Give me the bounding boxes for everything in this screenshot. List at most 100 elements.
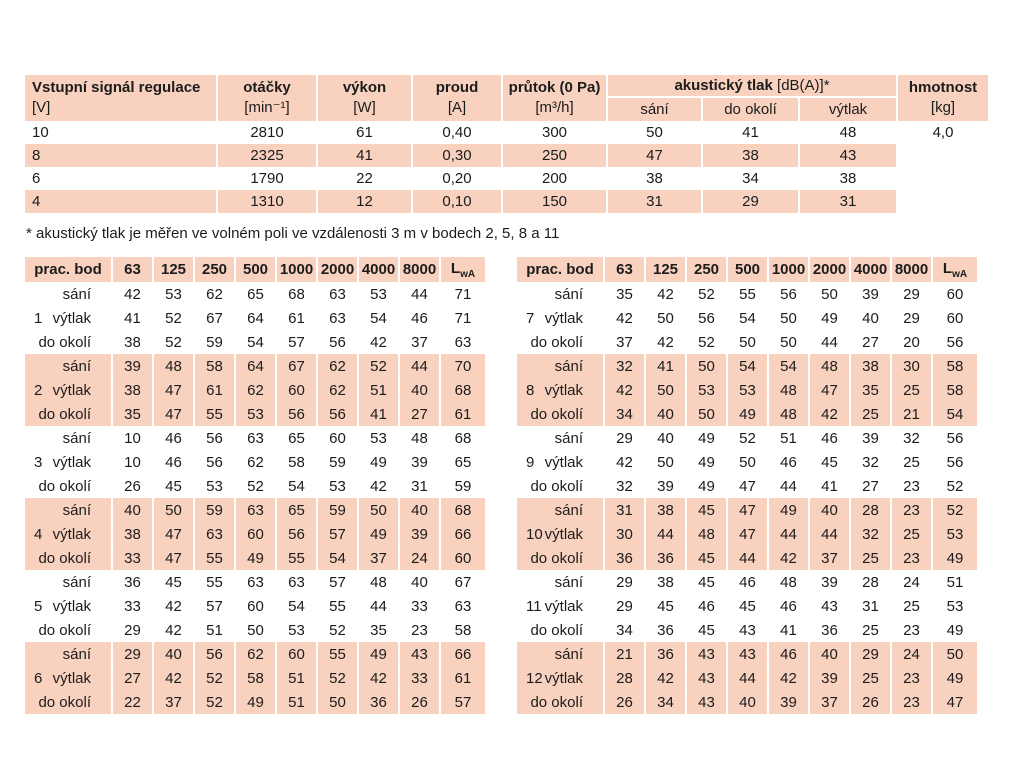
lwa-value: 60 xyxy=(933,282,979,306)
level-value: 32 xyxy=(851,522,892,546)
acoustic-row: sání 35 42 52 55 56 50 39 29 60 xyxy=(517,282,979,306)
spec-value: 41 xyxy=(703,121,800,144)
row-label: do okolí xyxy=(38,549,91,567)
level-value: 57 xyxy=(318,570,359,594)
group-number: 3 xyxy=(34,453,43,471)
level-value: 59 xyxy=(195,498,236,522)
level-value: 48 xyxy=(769,378,810,402)
level-value: 46 xyxy=(728,570,769,594)
level-value: 39 xyxy=(400,522,441,546)
level-value: 31 xyxy=(400,474,441,498)
row-label-cell: do okolí xyxy=(517,474,605,498)
level-value: 56 xyxy=(277,522,318,546)
level-value: 53 xyxy=(728,378,769,402)
level-value: 49 xyxy=(687,426,728,450)
level-value: 60 xyxy=(236,594,277,618)
lwa-value: 49 xyxy=(933,618,979,642)
spec-value: 31 xyxy=(608,190,703,213)
row-label: do okolí xyxy=(38,621,91,639)
row-label-cell: 7 výtlak xyxy=(517,306,605,330)
lwa-value: 63 xyxy=(441,594,487,618)
row-label: sání xyxy=(62,573,91,591)
level-value: 61 xyxy=(195,378,236,402)
col-title: průtok (0 Pa) xyxy=(508,79,601,96)
group-number: 9 xyxy=(526,453,535,471)
level-value: 53 xyxy=(154,282,195,306)
spec-value: 43 xyxy=(800,144,899,167)
level-value: 49 xyxy=(810,306,851,330)
row-label: do okolí xyxy=(530,333,583,351)
acoustic-row: sání 29 40 49 52 51 46 39 32 56 xyxy=(517,426,979,450)
spec-row: 10 2810 61 0,40 300 50 41 48 4,0 xyxy=(25,121,991,144)
lwa-value: 51 xyxy=(933,570,979,594)
level-value: 41 xyxy=(359,402,400,426)
level-value: 44 xyxy=(728,666,769,690)
input-signal-value: 6 xyxy=(25,167,218,190)
col-title: Vstupní signál regulace xyxy=(32,79,201,96)
level-value: 41 xyxy=(646,354,687,378)
row-label: sání xyxy=(554,573,583,591)
row-label-cell: do okolí xyxy=(25,546,113,570)
acoustic-table-left: prac. bod 63 125 250 500 1000 2000 4000 8000 LwA s… xyxy=(25,257,487,714)
level-value: 42 xyxy=(605,450,646,474)
level-value: 42 xyxy=(359,666,400,690)
level-value: 23 xyxy=(892,690,933,714)
level-value: 67 xyxy=(195,306,236,330)
level-value: 23 xyxy=(892,546,933,570)
level-value: 35 xyxy=(113,402,154,426)
col-header-input-signal: Vstupní signál regulace [V] xyxy=(25,75,218,121)
level-value: 39 xyxy=(769,690,810,714)
level-value: 40 xyxy=(400,498,441,522)
level-value: 48 xyxy=(687,522,728,546)
spec-value: 2810 xyxy=(218,121,318,144)
level-value: 55 xyxy=(195,546,236,570)
spec-value: 250 xyxy=(503,144,608,167)
freq-header: 250 xyxy=(687,257,728,282)
acoustic-row: sání 40 50 59 63 65 59 50 40 68 xyxy=(25,498,487,522)
lwa-value: 65 xyxy=(441,450,487,474)
level-value: 40 xyxy=(851,306,892,330)
freq-header: 1000 xyxy=(277,257,318,282)
acoustic-table-body: sání 35 42 52 55 56 50 39 29 60 7 výtlak 42 50 56 54 50 4… xyxy=(517,282,979,714)
prac-bod-header: prac. bod xyxy=(25,257,113,282)
level-value: 22 xyxy=(113,690,154,714)
level-value: 53 xyxy=(359,426,400,450)
level-value: 39 xyxy=(851,426,892,450)
spec-value: 38 xyxy=(608,167,703,190)
group-number: 11 xyxy=(526,597,542,615)
row-label: výtlak xyxy=(52,453,91,471)
lwa-value: 50 xyxy=(933,642,979,666)
acoustic-table-right-host: prac. bod 63 125 250 500 1000 2000 4000 8000 LwA s… xyxy=(517,257,979,714)
spec-row: 4 1310 12 0,10 150 31 29 31 xyxy=(25,190,991,213)
level-value: 29 xyxy=(113,618,154,642)
spec-value: 2325 xyxy=(218,144,318,167)
group-number: 10 xyxy=(526,525,543,543)
row-label-cell: sání xyxy=(25,282,113,306)
acoustic-row: do okolí 34 40 50 49 48 42 25 21 54 xyxy=(517,402,979,426)
level-value: 60 xyxy=(277,378,318,402)
level-value: 37 xyxy=(154,690,195,714)
spec-value: 0,30 xyxy=(413,144,503,167)
row-label-cell: sání xyxy=(25,498,113,522)
acoustic-tables-row: prac. bod 63 125 250 500 1000 2000 4000 8000 LwA s… xyxy=(25,257,1024,714)
row-label-cell: 6 výtlak xyxy=(25,666,113,690)
footnote: * akustický tlak je měřen ve volném poli… xyxy=(26,225,560,242)
level-value: 39 xyxy=(113,354,154,378)
level-value: 32 xyxy=(892,426,933,450)
acoustic-row: 5 výtlak 33 42 57 60 54 55 44 33 63 xyxy=(25,594,487,618)
spec-value: 0,10 xyxy=(413,190,503,213)
lwa-value: 71 xyxy=(441,282,487,306)
row-label-cell: sání xyxy=(517,570,605,594)
level-value: 65 xyxy=(236,282,277,306)
lwa-value: 57 xyxy=(441,690,487,714)
level-value: 54 xyxy=(277,594,318,618)
level-value: 50 xyxy=(728,450,769,474)
level-value: 33 xyxy=(400,666,441,690)
acoustic-row: sání 36 45 55 63 63 57 48 40 67 xyxy=(25,570,487,594)
lwa-value: 68 xyxy=(441,378,487,402)
level-value: 29 xyxy=(605,594,646,618)
lwa-value: 68 xyxy=(441,426,487,450)
level-value: 45 xyxy=(687,618,728,642)
level-value: 48 xyxy=(359,570,400,594)
